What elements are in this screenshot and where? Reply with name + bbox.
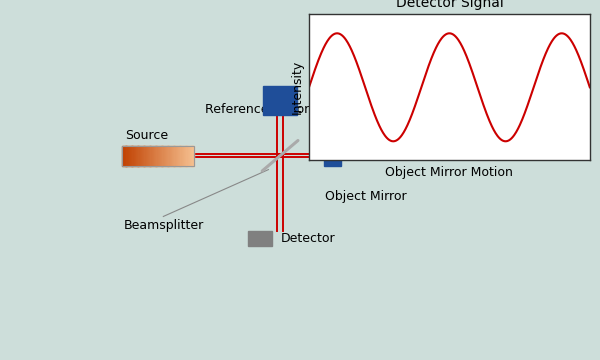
Bar: [125, 146, 127, 166]
Bar: [121, 146, 123, 166]
Bar: [161, 146, 163, 166]
Bar: [189, 146, 190, 166]
Bar: [173, 146, 175, 166]
Bar: [143, 146, 145, 166]
Bar: [154, 146, 155, 166]
Bar: [263, 86, 297, 115]
Bar: [151, 146, 152, 166]
Bar: [167, 146, 169, 166]
Bar: [127, 146, 128, 166]
Bar: [142, 146, 143, 166]
Bar: [133, 146, 134, 166]
Bar: [187, 146, 188, 166]
Bar: [152, 146, 153, 166]
Bar: [123, 146, 124, 166]
Bar: [134, 146, 135, 166]
Bar: [129, 146, 130, 166]
Bar: [164, 146, 165, 166]
Bar: [149, 146, 151, 166]
Bar: [175, 146, 176, 166]
Bar: [135, 146, 136, 166]
Bar: [183, 146, 184, 166]
Bar: [131, 146, 133, 166]
Bar: [158, 146, 159, 166]
Bar: [169, 146, 170, 166]
Text: Object Mirror: Object Mirror: [325, 190, 407, 203]
Bar: [139, 146, 140, 166]
Bar: [137, 146, 139, 166]
Bar: [163, 146, 164, 166]
Bar: [166, 146, 167, 166]
Bar: [147, 146, 148, 166]
Bar: [121, 146, 194, 166]
Bar: [145, 146, 146, 166]
Bar: [157, 146, 158, 166]
Bar: [184, 146, 185, 166]
Bar: [148, 146, 149, 166]
Bar: [188, 146, 189, 166]
Text: Source: Source: [125, 129, 169, 141]
Y-axis label: Intensity: Intensity: [290, 60, 304, 114]
Bar: [159, 146, 160, 166]
Bar: [141, 146, 142, 166]
Bar: [128, 146, 129, 166]
Bar: [146, 146, 147, 166]
Bar: [155, 146, 157, 166]
Bar: [248, 231, 272, 246]
Bar: [136, 146, 137, 166]
Bar: [181, 146, 182, 166]
Bar: [179, 146, 181, 166]
Text: Beamsplitter: Beamsplitter: [124, 219, 204, 232]
Text: Detector: Detector: [281, 232, 335, 245]
Bar: [140, 146, 141, 166]
Bar: [124, 146, 125, 166]
Bar: [160, 146, 161, 166]
Bar: [153, 146, 154, 166]
Bar: [177, 146, 178, 166]
Bar: [324, 142, 341, 166]
Title: Detector Signal: Detector Signal: [395, 0, 503, 10]
Bar: [191, 146, 193, 166]
Bar: [185, 146, 187, 166]
Bar: [182, 146, 183, 166]
Bar: [165, 146, 166, 166]
Bar: [178, 146, 179, 166]
Bar: [193, 146, 194, 166]
Bar: [190, 146, 191, 166]
Bar: [176, 146, 177, 166]
Bar: [171, 146, 172, 166]
Bar: [130, 146, 131, 166]
Bar: [172, 146, 173, 166]
Bar: [170, 146, 171, 166]
X-axis label: Object Mirror Motion: Object Mirror Motion: [385, 166, 514, 179]
Text: Reference Mirror: Reference Mirror: [205, 103, 310, 116]
